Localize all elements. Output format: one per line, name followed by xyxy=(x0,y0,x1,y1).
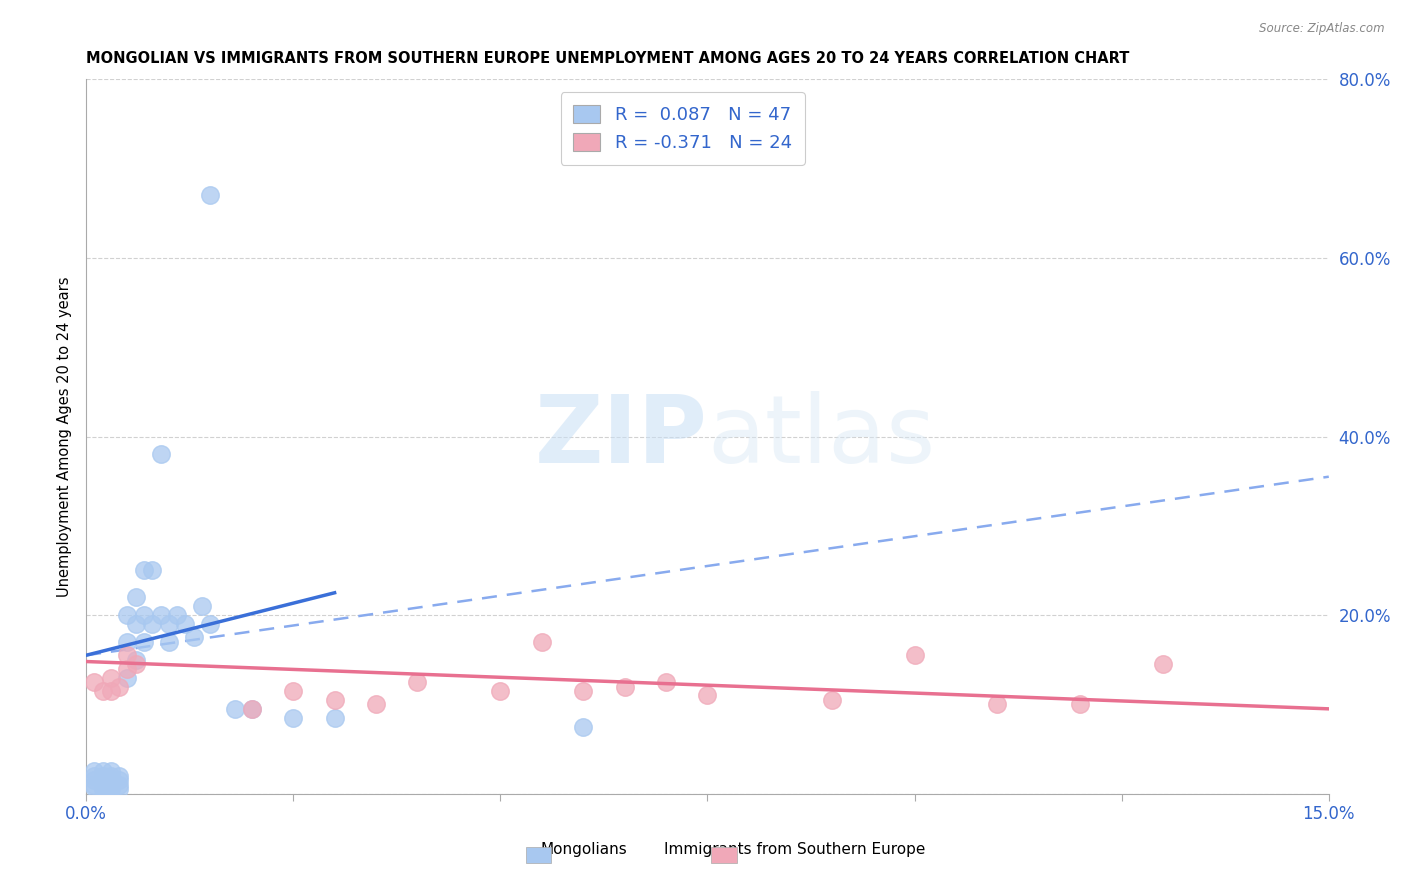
Point xyxy=(117,608,139,623)
Point xyxy=(224,702,246,716)
Point xyxy=(125,657,148,672)
Text: MONGOLIAN VS IMMIGRANTS FROM SOUTHERN EUROPE UNEMPLOYMENT AMONG AGES 20 TO 24 YE: MONGOLIAN VS IMMIGRANTS FROM SOUTHERN EU… xyxy=(86,51,1129,66)
Point xyxy=(83,675,105,690)
Point xyxy=(903,648,925,663)
Point xyxy=(91,773,114,788)
Point xyxy=(100,684,122,698)
Point xyxy=(108,769,131,783)
Point xyxy=(91,769,114,783)
Y-axis label: Unemployment Among Ages 20 to 24 years: Unemployment Among Ages 20 to 24 years xyxy=(58,277,72,597)
Point xyxy=(125,617,148,632)
Text: atlas: atlas xyxy=(707,391,935,483)
Point xyxy=(117,671,139,685)
Point xyxy=(108,778,131,792)
Point xyxy=(108,782,131,797)
Point xyxy=(986,698,1008,712)
Point xyxy=(125,591,148,605)
Point xyxy=(141,564,163,578)
Point xyxy=(323,711,346,725)
Point xyxy=(117,662,139,676)
Point xyxy=(200,617,222,632)
Point xyxy=(149,608,172,623)
Point xyxy=(132,564,155,578)
Point xyxy=(91,778,114,792)
Point xyxy=(83,764,105,779)
Point xyxy=(364,698,387,712)
Point xyxy=(141,617,163,632)
Text: ZIP: ZIP xyxy=(534,391,707,483)
Point xyxy=(132,635,155,649)
Point xyxy=(572,684,595,698)
Point xyxy=(100,671,122,685)
Point xyxy=(821,693,844,707)
Point xyxy=(530,635,553,649)
Point xyxy=(323,693,346,707)
Point xyxy=(91,684,114,698)
Point xyxy=(100,782,122,797)
Text: Mongolians: Mongolians xyxy=(540,842,627,856)
Point xyxy=(149,447,172,461)
Point xyxy=(100,773,122,788)
Point xyxy=(132,608,155,623)
Point xyxy=(83,773,105,788)
Point xyxy=(108,773,131,788)
Point xyxy=(100,769,122,783)
Point xyxy=(125,653,148,667)
Point xyxy=(100,764,122,779)
Point xyxy=(655,675,678,690)
Point xyxy=(183,631,205,645)
Legend: R =  0.087   N = 47, R = -0.371   N = 24: R = 0.087 N = 47, R = -0.371 N = 24 xyxy=(561,92,804,165)
Point xyxy=(240,702,263,716)
Point xyxy=(91,764,114,779)
Point xyxy=(108,680,131,694)
Point xyxy=(117,635,139,649)
Point xyxy=(1152,657,1174,672)
Point xyxy=(1069,698,1091,712)
Point xyxy=(696,689,718,703)
Point xyxy=(166,608,188,623)
Point xyxy=(613,680,636,694)
Point xyxy=(91,782,114,797)
Point xyxy=(283,684,305,698)
Point xyxy=(100,778,122,792)
Point xyxy=(157,617,180,632)
Point xyxy=(83,778,105,792)
Point xyxy=(283,711,305,725)
Point xyxy=(91,780,114,794)
Point xyxy=(100,780,122,794)
Point xyxy=(191,599,214,614)
Point xyxy=(117,648,139,663)
Point xyxy=(83,780,105,794)
Point xyxy=(406,675,429,690)
Point xyxy=(572,720,595,734)
Text: Immigrants from Southern Europe: Immigrants from Southern Europe xyxy=(664,842,925,856)
Point xyxy=(83,769,105,783)
Text: Source: ZipAtlas.com: Source: ZipAtlas.com xyxy=(1260,22,1385,36)
Point xyxy=(240,702,263,716)
Point xyxy=(200,188,222,202)
Point xyxy=(489,684,512,698)
Point xyxy=(157,635,180,649)
Point xyxy=(174,617,197,632)
